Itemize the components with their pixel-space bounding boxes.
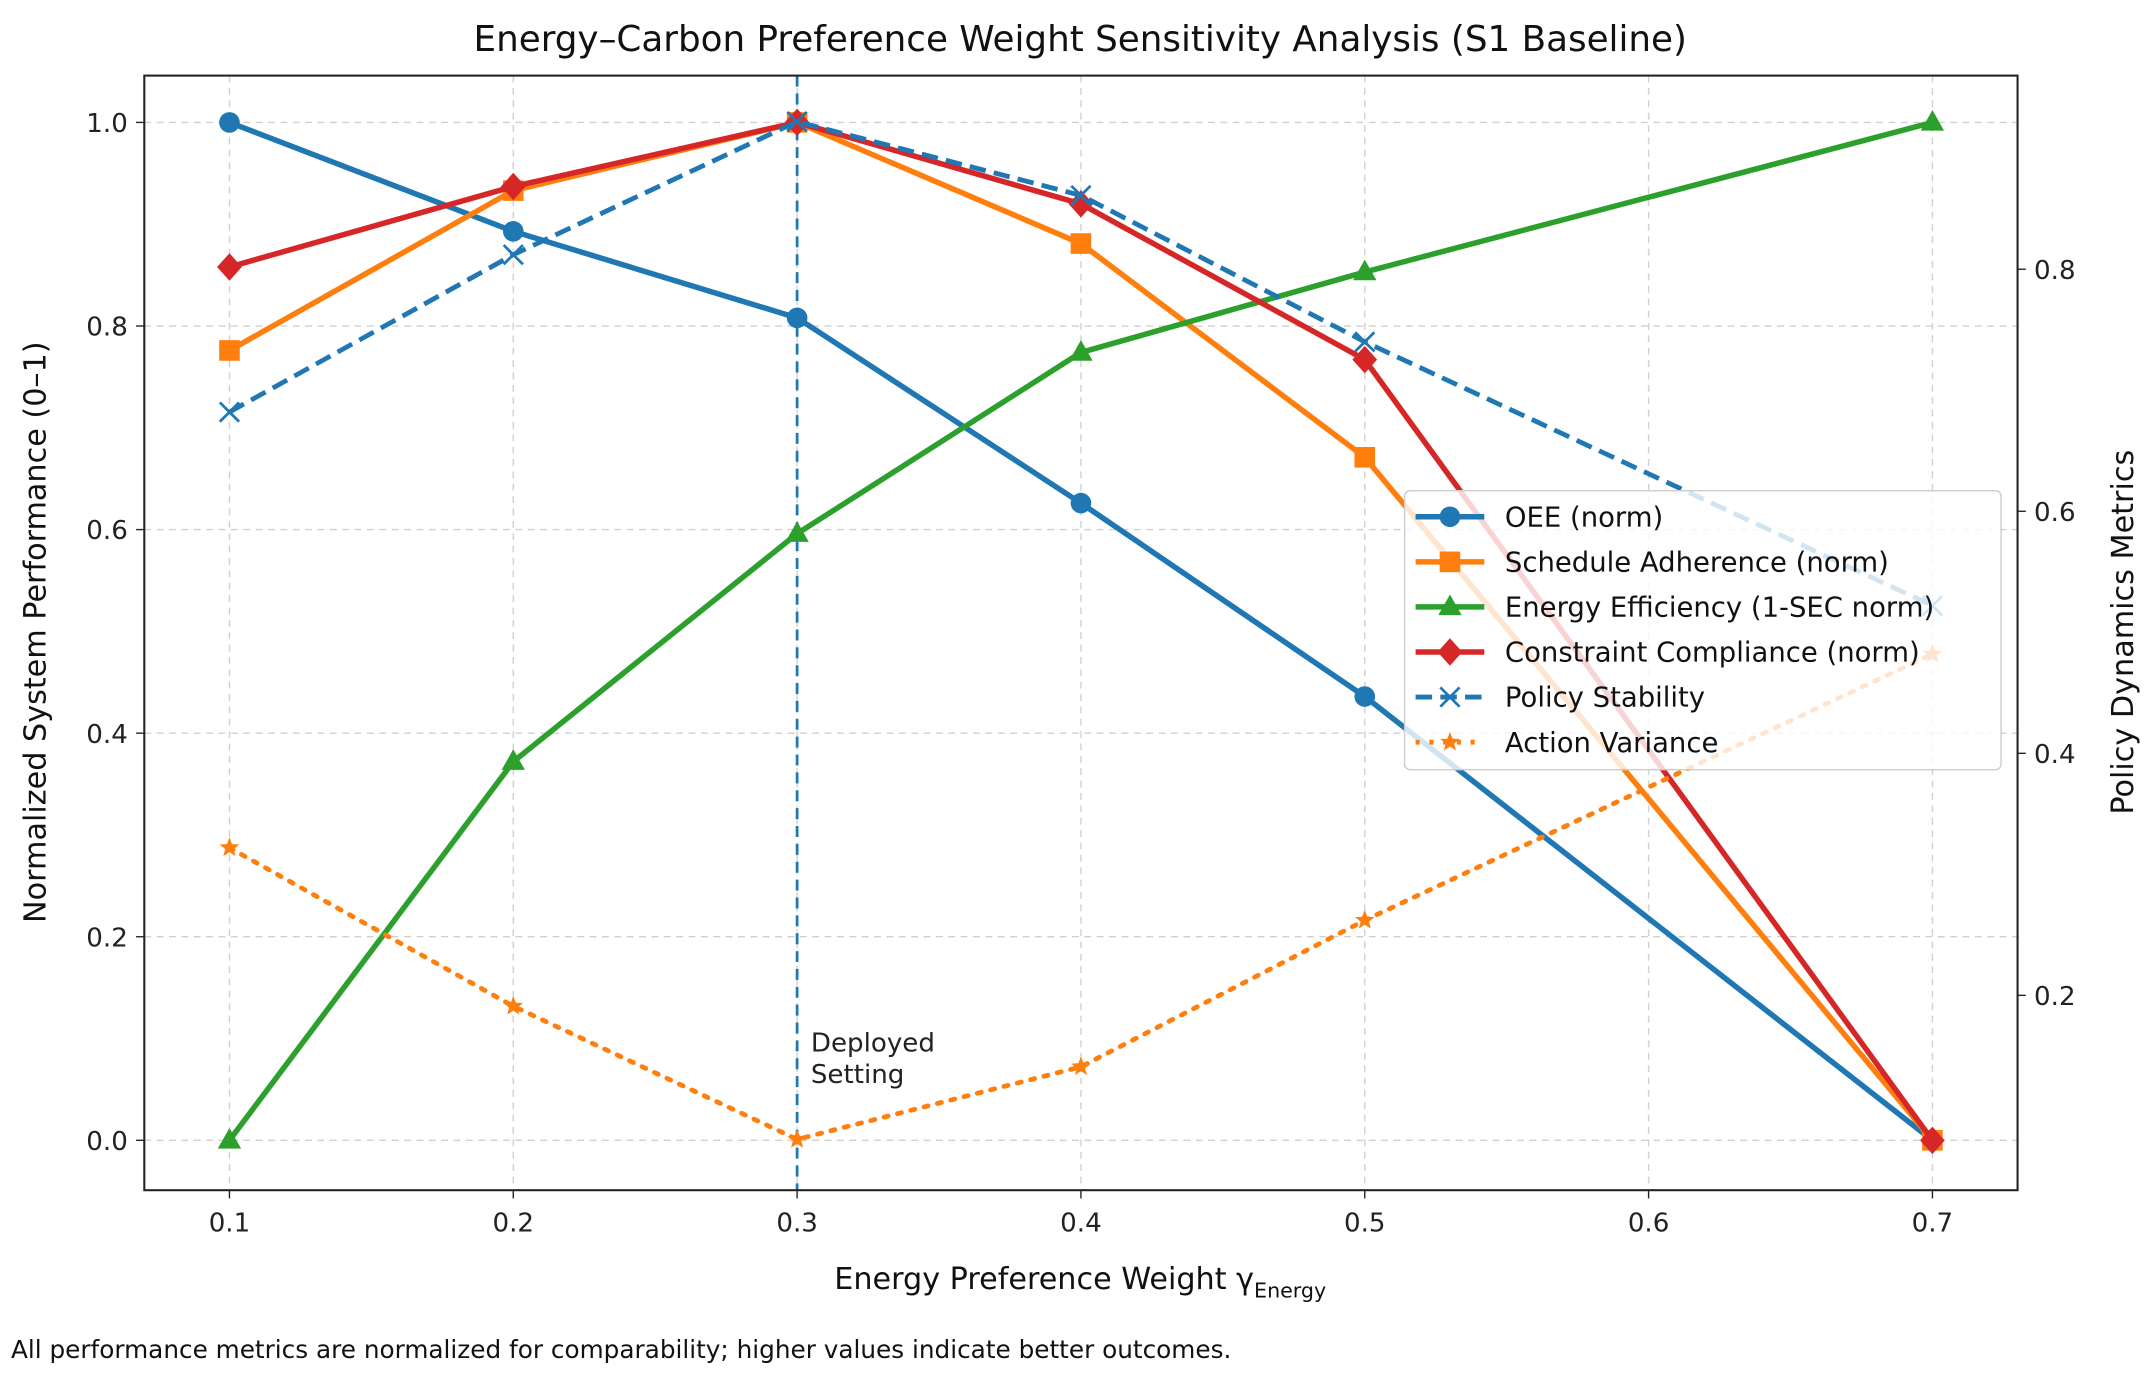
- y-right-tick-label: 0.6: [2034, 498, 2076, 528]
- x-tick-label: 0.3: [776, 1208, 818, 1238]
- y-axis-label: Normalized System Performance (0–1): [18, 341, 53, 923]
- x-axis-label-main: Energy Preference Weight γ: [834, 1262, 1254, 1297]
- series-line: [227, 119, 1934, 1142]
- x-axis-label-subscript: Energy: [1254, 1278, 1326, 1302]
- legend-entry: OEE (norm): [1415, 501, 1663, 533]
- square-marker: [219, 340, 240, 361]
- legend-label: Schedule Adherence (norm): [1505, 546, 1889, 578]
- deployed-setting-annotation: Deployed Setting: [795, 75, 935, 1191]
- x-tick-label: 0.1: [209, 1208, 251, 1238]
- tick-labels: 0.1 0.2 0.3 0.4 0.5 0.6 0.7 0.0 0.2 0.4 0.6 0.8 1.0 0…: [86, 109, 2075, 1238]
- triangle-marker: [501, 749, 525, 770]
- legend-square-icon: [1439, 551, 1461, 573]
- y-axis-right-label: Policy Dynamics Metrics: [2106, 450, 2141, 815]
- y-tick-label: 1.0: [86, 109, 128, 139]
- x-tick-label: 0.5: [1344, 1208, 1386, 1238]
- legend-entry: Schedule Adherence (norm): [1415, 546, 1889, 578]
- chart-title: Energy–Carbon Preference Weight Sensitiv…: [474, 19, 1687, 60]
- x-marker: [502, 244, 524, 266]
- circle-marker: [1070, 492, 1092, 514]
- diamond-marker: [500, 172, 526, 201]
- x-axis-label: Energy Preference Weight γEnergy: [834, 1262, 1326, 1302]
- star-marker: [1354, 909, 1375, 929]
- x-tick-label: 0.4: [1060, 1208, 1102, 1238]
- y-tick-label: 0.8: [86, 313, 128, 343]
- x-marker: [218, 401, 241, 423]
- footnote: All performance metrics are normalized f…: [11, 1335, 1231, 1364]
- x-marker: [786, 110, 808, 133]
- annotation-line-2: Setting: [811, 1060, 905, 1090]
- annotation-line-1: Deployed: [811, 1028, 935, 1058]
- y-right-tick-label: 0.4: [2034, 740, 2076, 770]
- star-marker: [503, 996, 524, 1015]
- y-tick-label: 0.0: [86, 1127, 128, 1157]
- y-tick-label: 0.6: [86, 516, 128, 546]
- legend-star-icon: [1440, 731, 1460, 751]
- legend-diamond-icon: [1437, 638, 1463, 666]
- x-marker: [1070, 184, 1092, 206]
- series-line: [228, 119, 1935, 1142]
- circle-marker: [502, 221, 524, 242]
- y-tick-label: 0.4: [86, 720, 128, 750]
- legend-label: Policy Stability: [1505, 682, 1705, 714]
- legend-label: OEE (norm): [1505, 501, 1663, 533]
- x-marker: [1354, 331, 1376, 353]
- x-tick-label: 0.2: [493, 1208, 535, 1238]
- legend-entry: Action Variance: [1415, 727, 1718, 759]
- circle-marker: [219, 112, 240, 133]
- legend-entry: Policy Stability: [1415, 682, 1705, 714]
- legend-entry: Energy Efficiency (1-SEC norm): [1415, 592, 1934, 624]
- legend-entry: Constraint Compliance (norm): [1415, 637, 1920, 669]
- triangle-marker: [1069, 340, 1093, 361]
- legend-label: Action Variance: [1505, 727, 1718, 759]
- legend-label: Energy Efficiency (1-SEC norm): [1505, 592, 1934, 624]
- triangle-marker: [217, 1127, 242, 1149]
- diamond-marker: [1920, 1126, 1945, 1155]
- diamond-marker: [1352, 345, 1378, 374]
- series-line: [228, 119, 1935, 1143]
- y-right-tick-label: 0.2: [2034, 982, 2076, 1012]
- star-marker: [1071, 1056, 1091, 1076]
- x-tick-label: 0.7: [1912, 1208, 1954, 1238]
- legend-circle-icon: [1439, 506, 1461, 528]
- circle-marker: [1354, 686, 1376, 707]
- series-energy-efficiency-1-sec-norm: [217, 110, 1945, 1149]
- triangle-marker: [785, 521, 809, 542]
- legend-x-icon: [1439, 686, 1461, 708]
- y-right-tick-label: 0.8: [2034, 256, 2076, 286]
- triangle-marker: [1920, 110, 1945, 131]
- series-line: [227, 651, 1935, 1142]
- y-tick-label: 0.2: [86, 923, 128, 953]
- x-tick-label: 0.6: [1628, 1208, 1670, 1238]
- circle-marker: [786, 307, 808, 329]
- legend-label: Constraint Compliance (norm): [1505, 637, 1920, 669]
- square-marker: [1354, 447, 1376, 468]
- legend: OEE (norm) Schedule Adherence (norm) Energ…: [1403, 489, 2002, 771]
- legend-box: [1403, 489, 2002, 771]
- diamond-marker: [217, 253, 242, 281]
- square-marker: [1070, 233, 1092, 254]
- star-marker: [787, 1129, 807, 1148]
- triangle-marker: [1353, 259, 1377, 281]
- legend-triangle-icon: [1438, 594, 1462, 616]
- star-marker: [219, 837, 240, 857]
